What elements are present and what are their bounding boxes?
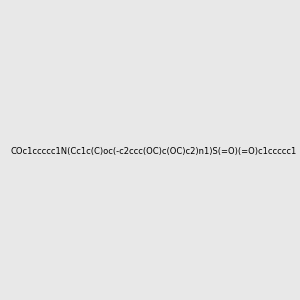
Text: COc1ccccc1N(Cc1c(C)oc(-c2ccc(OC)c(OC)c2)n1)S(=O)(=O)c1ccccc1: COc1ccccc1N(Cc1c(C)oc(-c2ccc(OC)c(OC)c2)… bbox=[11, 147, 297, 156]
